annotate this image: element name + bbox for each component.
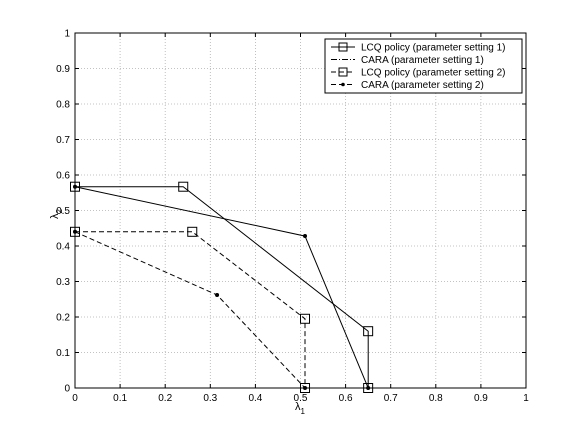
dot-marker bbox=[303, 234, 308, 239]
legend-entry-2: CARA (parameter setting 1) bbox=[331, 55, 484, 66]
x-tick-label: 0.4 bbox=[248, 393, 262, 404]
y-tick-label: 0.5 bbox=[56, 206, 70, 217]
dot-marker bbox=[73, 184, 77, 189]
y-tick-label: 0.3 bbox=[56, 277, 70, 288]
y-tick-label: 0 bbox=[64, 384, 70, 395]
y-tick-label: 0.8 bbox=[56, 100, 70, 111]
square-marker bbox=[187, 226, 198, 237]
square-marker bbox=[70, 181, 80, 192]
legend-entry-3: LCQ policy (parameter setting 2) bbox=[331, 67, 506, 79]
y-tick-label: 0.4 bbox=[56, 242, 70, 253]
square-marker bbox=[300, 383, 311, 393]
y-tick-label: 0.7 bbox=[56, 135, 70, 146]
dot-marker bbox=[366, 386, 371, 390]
legend-square-marker bbox=[338, 42, 348, 52]
x-tick-label: 0.3 bbox=[203, 393, 217, 404]
x-tick-label: 0.7 bbox=[384, 393, 398, 404]
legend-label: LCQ policy (parameter setting 2) bbox=[361, 68, 506, 79]
series-group bbox=[70, 181, 374, 393]
x-tick-label: 0.1 bbox=[113, 393, 127, 404]
y-axis-label: λ2 bbox=[49, 208, 64, 219]
series-3 bbox=[70, 226, 311, 393]
legend-box bbox=[324, 38, 523, 94]
x-tick-label: 0.2 bbox=[158, 393, 172, 404]
x-tick-label: 0.9 bbox=[474, 393, 488, 404]
x-tick-label: 1 bbox=[523, 393, 529, 404]
square-marker bbox=[363, 383, 374, 393]
grid bbox=[75, 33, 526, 388]
series-1 bbox=[70, 181, 374, 393]
x-tick-label: 0.5 bbox=[294, 393, 308, 404]
x-tick-label: 0 bbox=[72, 393, 78, 404]
series-line bbox=[75, 186, 369, 388]
legend-label: CARA (parameter setting 2) bbox=[361, 80, 484, 91]
y-tick-label: 1 bbox=[64, 29, 70, 40]
legend-square-marker bbox=[338, 67, 348, 77]
y-tick-label: 0.6 bbox=[56, 171, 70, 182]
axis-ticks: 0 0.1 0.2 0.3 0.4 0.5 0.6 0.7 0.8 0.9 1 0 0.1 0.2 0.3 0… bbox=[56, 29, 529, 405]
dot-marker bbox=[303, 386, 308, 390]
y-tick-label: 0.2 bbox=[56, 313, 70, 324]
legend-entry-4: CARA (parameter setting 2) bbox=[331, 80, 484, 91]
series-2 bbox=[73, 184, 371, 390]
legend-entry-1: LCQ policy (parameter setting 1) bbox=[331, 42, 506, 54]
series-4 bbox=[73, 229, 308, 390]
x-tick-label: 0.8 bbox=[429, 393, 443, 404]
square-marker bbox=[363, 326, 374, 337]
x-axis-label: λ1 bbox=[295, 401, 306, 416]
legend: LCQ policy (parameter setting 1)CARA (pa… bbox=[324, 38, 523, 94]
dot-marker bbox=[73, 229, 77, 234]
square-marker bbox=[70, 226, 80, 237]
square-marker bbox=[300, 313, 311, 324]
legend-dot-marker bbox=[341, 82, 345, 87]
legend-label: CARA (parameter setting 1) bbox=[361, 55, 484, 66]
x-tick-label: 0.6 bbox=[339, 393, 353, 404]
legend-label: LCQ policy (parameter setting 1) bbox=[361, 43, 506, 54]
series-line bbox=[75, 231, 306, 388]
square-marker bbox=[178, 181, 189, 192]
dot-marker bbox=[215, 292, 220, 297]
y-tick-label: 0.1 bbox=[56, 348, 70, 359]
y-tick-label: 0.9 bbox=[56, 64, 70, 75]
